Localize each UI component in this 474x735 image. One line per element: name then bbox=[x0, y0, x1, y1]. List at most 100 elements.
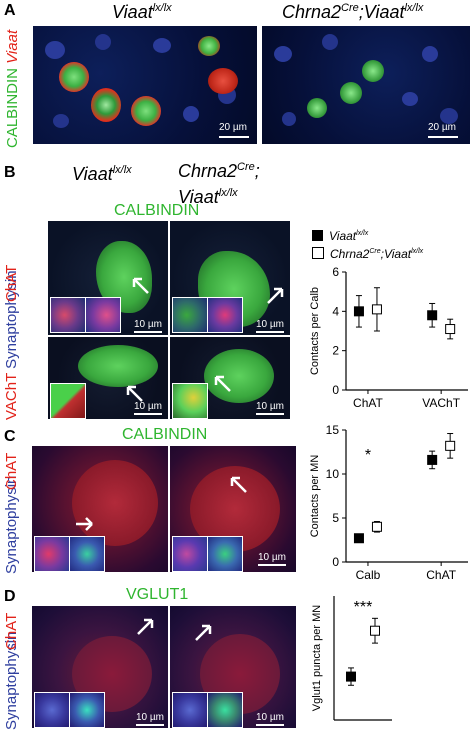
y-tick-label: 0 bbox=[332, 383, 339, 397]
y-axis-label: Contacts per MN bbox=[309, 455, 321, 538]
y-tick-label: 5 bbox=[332, 511, 339, 525]
scale-label: 20 µm bbox=[219, 122, 247, 133]
inset-image bbox=[69, 692, 105, 728]
scale-label: 10 µm bbox=[258, 552, 286, 563]
panel-b-genotype-control: Viaatlx/lx bbox=[72, 164, 132, 185]
legend-superscript: lx/lx bbox=[356, 230, 369, 237]
scale-bar-c: 10 µm bbox=[258, 552, 286, 566]
scale-label: 10 µm bbox=[134, 319, 162, 330]
y-tick-label: 4 bbox=[332, 304, 339, 318]
inset-image bbox=[207, 297, 243, 333]
x-tick-label: ChAT bbox=[353, 396, 383, 410]
legend-text: Viaat bbox=[329, 229, 357, 243]
scale-bar-d: 10 µm bbox=[136, 712, 164, 726]
arrow-icon bbox=[76, 517, 93, 531]
panel-b-letter: B bbox=[4, 164, 16, 181]
panel-d-letter: D bbox=[4, 588, 16, 605]
panel-b-chat-label: ChAT bbox=[3, 264, 20, 302]
chart-c-svg: 0 5 10 15 Contacts per MN Calb ChAT * bbox=[309, 423, 468, 582]
legend-superscript: Cre bbox=[369, 248, 381, 255]
inset-image bbox=[34, 692, 70, 728]
x-tick-label: VAChT bbox=[422, 396, 460, 410]
y-axis-label: Contacts per Calb bbox=[309, 287, 321, 375]
genotype-superscript: Cre bbox=[341, 2, 359, 14]
arrow-icon bbox=[267, 287, 284, 304]
panel-a-letter: A bbox=[4, 2, 16, 19]
panel-c-image-control bbox=[32, 446, 168, 572]
vacht-label: VAChT bbox=[3, 373, 20, 420]
genotype-superscript: lx/lx bbox=[152, 2, 172, 14]
inset-image bbox=[69, 536, 105, 572]
legend-superscript: lx/lx bbox=[411, 248, 424, 255]
genotype-superscript: lx/lx bbox=[112, 164, 132, 176]
inset-image bbox=[172, 383, 208, 419]
scale-bar-a-ko: 20 µm bbox=[428, 122, 458, 138]
inset-image bbox=[85, 297, 121, 333]
significance-annotation: * bbox=[365, 447, 371, 464]
scale-label: 20 µm bbox=[428, 122, 456, 133]
arrow-icon bbox=[137, 618, 154, 635]
scale-bar-a-control: 20 µm bbox=[219, 122, 249, 138]
panel-c-chat-label: ChAT bbox=[3, 452, 20, 490]
scale-bar-b: 10 µm bbox=[256, 319, 284, 333]
scale-label: 10 µm bbox=[134, 401, 162, 412]
y-tick-label: 2 bbox=[332, 344, 339, 358]
arrow-icon bbox=[214, 375, 231, 392]
x-tick-label: ChAT bbox=[426, 568, 456, 582]
genotype-superscript: Cre bbox=[237, 161, 255, 173]
scale-label: 10 µm bbox=[256, 401, 284, 412]
data-point-ko bbox=[445, 440, 456, 451]
scale-bar-b: 10 µm bbox=[134, 401, 162, 415]
y-tick-label: 6 bbox=[332, 265, 339, 279]
scale-label: 10 µm bbox=[256, 712, 284, 723]
chart-c: 0 5 10 15 Contacts per MN Calb ChAT * bbox=[300, 423, 474, 588]
genotype-text: ;Viaat bbox=[358, 2, 405, 22]
scale-line bbox=[256, 413, 284, 415]
chart-d-svg: Vglut1 puncta per MN *** bbox=[311, 596, 392, 721]
scale-bar-b: 10 µm bbox=[134, 319, 162, 333]
panel-b-calbindin-title: CALBINDIN bbox=[114, 202, 200, 219]
scale-label: 10 µm bbox=[136, 712, 164, 723]
panel-b-genotype-ko: Chrna2Cre; Viaatlx/lx bbox=[178, 156, 260, 208]
inset-image bbox=[172, 692, 208, 728]
viaat-label: Viaat bbox=[4, 29, 21, 64]
panel-c-side-label: Synaptophysin bbox=[3, 476, 20, 574]
scale-line bbox=[258, 564, 286, 566]
data-point-control bbox=[346, 671, 356, 682]
scale-line bbox=[256, 724, 284, 726]
y-tick-label: 0 bbox=[332, 555, 339, 569]
open-square-icon bbox=[312, 247, 324, 259]
panel-c-image-ko: 10 µm bbox=[170, 446, 296, 572]
genotype-text: Chrna2 bbox=[178, 161, 238, 181]
inset-image bbox=[50, 297, 86, 333]
genotype-text: Viaat bbox=[178, 187, 219, 207]
scale-line bbox=[136, 724, 164, 726]
panel-a-marker-label: CALBINDIN Viaat bbox=[4, 30, 21, 148]
data-point-ko bbox=[371, 521, 382, 532]
panel-d-image-ko: 10 µm bbox=[170, 606, 296, 728]
genotype-text: ; bbox=[254, 161, 260, 181]
panel-b-chat-ko: 10 µm bbox=[170, 221, 290, 335]
inset-image bbox=[207, 692, 243, 728]
y-tick-label: 15 bbox=[326, 424, 340, 437]
legend-item-control: Viaatlx/lx bbox=[312, 226, 423, 244]
inset-image bbox=[207, 536, 243, 572]
panel-a-genotype-control: Viaatlx/lx bbox=[112, 2, 172, 23]
panel-d-chat-label: ChAT bbox=[3, 612, 20, 650]
x-tick-label: Calb bbox=[356, 568, 381, 582]
panel-d-image-control: 10 µm bbox=[32, 606, 168, 728]
arrow-icon bbox=[230, 476, 247, 493]
scale-line bbox=[256, 331, 284, 333]
chart-b: 0 2 4 6 Contacts per Calb ChAT VAChT bbox=[300, 262, 474, 422]
inset-image bbox=[172, 536, 208, 572]
chart-b-svg: 0 2 4 6 Contacts per Calb ChAT VAChT bbox=[309, 265, 468, 410]
panel-c-calbindin-title: CALBINDIN bbox=[122, 426, 208, 443]
scale-line bbox=[134, 413, 162, 415]
genotype-text: Viaat bbox=[72, 164, 113, 184]
data-point-ko bbox=[370, 625, 380, 636]
scale-bar-b: 10 µm bbox=[256, 401, 284, 415]
inset-image bbox=[172, 297, 208, 333]
genotype-text: Viaat bbox=[112, 2, 153, 22]
scale-line bbox=[428, 136, 458, 138]
genotype-superscript: lx/lx bbox=[218, 187, 238, 199]
